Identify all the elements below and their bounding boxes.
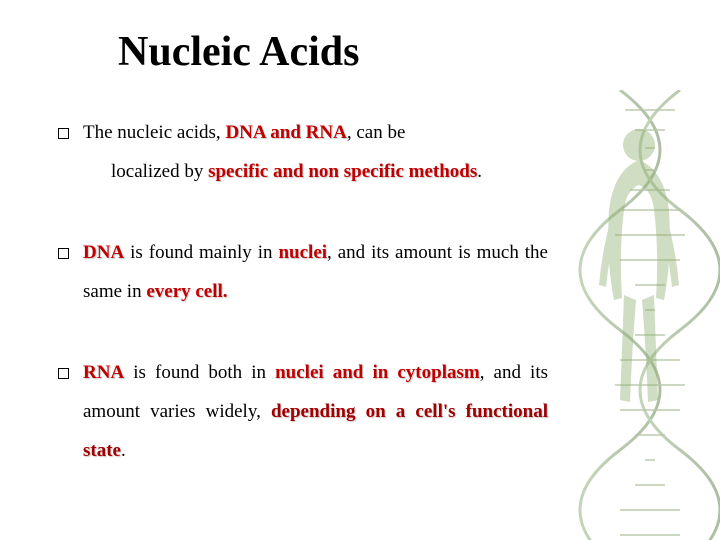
text: is found both in	[124, 362, 275, 383]
bullet-2: DNA is found mainly in nuclei, and its a…	[58, 234, 548, 312]
bullet-3: RNA is found both in nuclei and in cytop…	[58, 354, 548, 471]
bullet-text: The nucleic acids, DNA and RNA, can be l…	[83, 114, 548, 192]
highlight-text: specific and non specific methods	[208, 161, 477, 182]
text: The nucleic acids,	[83, 122, 225, 143]
highlight-text: DNA and RNA	[225, 122, 346, 143]
indented-line: localized by specific and non specific m…	[111, 161, 482, 182]
highlight-text: nuclei and in cytoplasm	[275, 362, 480, 383]
text: is found mainly in	[124, 242, 278, 263]
slide: Nucleic Acids The nucleic acids, DNA and…	[0, 0, 720, 540]
slide-title: Nucleic Acids	[118, 28, 672, 76]
human-figure-icon	[584, 120, 694, 420]
highlight-text: every cell.	[146, 281, 227, 302]
bullet-marker-icon	[58, 128, 69, 139]
bullet-marker-icon	[58, 368, 69, 379]
bullet-text: RNA is found both in nuclei and in cytop…	[83, 354, 548, 471]
text: localized by	[111, 161, 208, 182]
bullet-marker-icon	[58, 248, 69, 259]
bullet-text: DNA is found mainly in nuclei, and its a…	[83, 234, 548, 312]
highlight-text: RNA	[83, 362, 124, 383]
text: .	[121, 440, 126, 461]
text: .	[477, 161, 482, 182]
highlight-text: nuclei	[278, 242, 327, 263]
bullet-1: The nucleic acids, DNA and RNA, can be l…	[58, 114, 548, 192]
highlight-text: DNA	[83, 242, 124, 263]
bullet-list: The nucleic acids, DNA and RNA, can be l…	[58, 114, 548, 471]
text: , can be	[347, 122, 406, 143]
